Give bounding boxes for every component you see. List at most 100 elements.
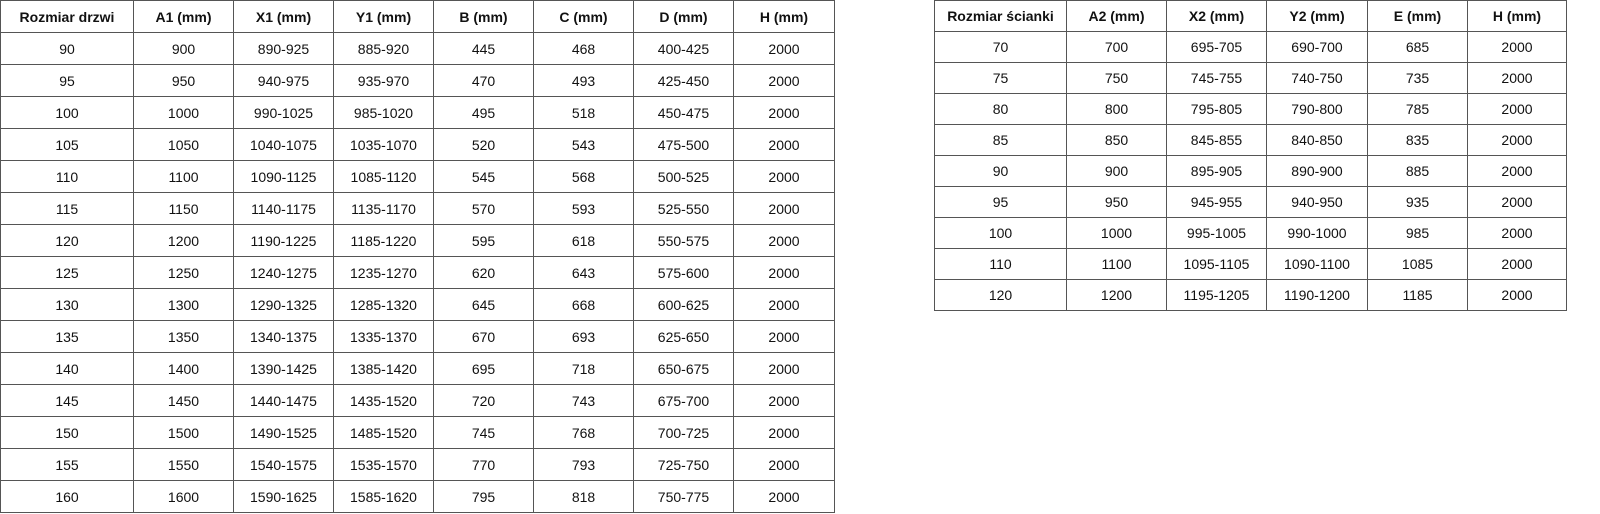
table-row: 95 950 945-955 940-950 935 2000 [934,186,1567,218]
table-cell: 2000 [1467,217,1567,249]
table-cell: 520 [433,128,534,161]
table-cell: 150 [0,416,134,449]
table-cell: 2000 [733,480,835,513]
table-cell: 1050 [133,128,234,161]
table-cell: 890-925 [233,32,334,65]
table-cell: 695 [433,352,534,385]
table-row: 70 700 695-705 690-700 685 2000 [934,31,1567,63]
door-size-table: Rozmiar drzwi A1 (mm) X1 (mm) Y1 (mm) B (mm)… [0,0,835,513]
table-row: 90 900 895-905 890-900 885 2000 [934,155,1567,187]
table-cell: 618 [533,224,634,257]
table-cell: 685 [1367,31,1468,63]
table-cell: 650-675 [633,352,734,385]
table-cell: 525-550 [633,192,734,225]
table-cell: 1485-1520 [333,416,434,449]
table-cell: 95 [0,64,134,97]
table-cell: 1195-1205 [1166,279,1267,311]
table-row: 120 1200 1190-1225 1185-1220 595 618 550-575 20… [0,224,835,257]
table-cell: 120 [0,224,134,257]
table-cell: 400-425 [633,32,734,65]
table-cell: 100 [934,217,1067,249]
table-cell: 1350 [133,320,234,353]
table-cell: 2000 [733,352,835,385]
table-row: 90 900 890-925 885-920 445 468 400-425 2000 [0,32,835,65]
table-cell: 940-975 [233,64,334,97]
table-cell: 1000 [133,96,234,129]
table-cell: 2000 [733,96,835,129]
table-header-row: Rozmiar ścianki A2 (mm) X2 (mm) Y2 (mm) E (m… [934,0,1567,32]
table-row: 115 1150 1140-1175 1135-1170 570 593 525-550 20… [0,192,835,225]
table-cell: 625-650 [633,320,734,353]
column-header: A1 (mm) [133,0,234,33]
table-cell: 595 [433,224,534,257]
table-row: 130 1300 1290-1325 1285-1320 645 668 600-625 20… [0,288,835,321]
table-cell: 1450 [133,384,234,417]
table-row: 140 1400 1390-1425 1385-1420 695 718 650-675 20… [0,352,835,385]
table-cell: 1190-1200 [1266,279,1368,311]
table-cell: 835 [1367,124,1468,156]
table-cell: 845-855 [1166,124,1267,156]
table-cell: 935 [1367,186,1468,218]
table-cell: 2000 [1467,279,1567,311]
table-cell: 500-525 [633,160,734,193]
table-cell: 1385-1420 [333,352,434,385]
table-cell: 75 [934,62,1067,94]
table-cell: 1250 [133,256,234,289]
table-cell: 670 [433,320,534,353]
table-row: 95 950 940-975 935-970 470 493 425-450 2000 [0,64,835,97]
table-cell: 1400 [133,352,234,385]
table-cell: 1090-1125 [233,160,334,193]
table-row: 150 1500 1490-1525 1485-1520 745 768 700-725 20… [0,416,835,449]
table-cell: 2000 [733,288,835,321]
table-cell: 745 [433,416,534,449]
table-row: 100 1000 990-1025 985-1020 495 518 450-475 2000 [0,96,835,129]
table-cell: 990-1025 [233,96,334,129]
table-cell: 940-950 [1266,186,1368,218]
table-cell: 1300 [133,288,234,321]
table-cell: 740-750 [1266,62,1368,94]
table-cell: 1085-1120 [333,160,434,193]
column-header: X1 (mm) [233,0,334,33]
table-cell: 1585-1620 [333,480,434,513]
table-cell: 575-600 [633,256,734,289]
table-cell: 840-850 [1266,124,1368,156]
table-cell: 425-450 [633,64,734,97]
table-cell: 2000 [1467,93,1567,125]
column-header: H (mm) [1467,0,1567,32]
table-cell: 725-750 [633,448,734,481]
table-cell: 985-1020 [333,96,434,129]
table-cell: 1040-1075 [233,128,334,161]
table-cell: 885-920 [333,32,434,65]
table-cell: 945-955 [1166,186,1267,218]
table-cell: 70 [934,31,1067,63]
table-cell: 95 [934,186,1067,218]
table-cell: 995-1005 [1166,217,1267,249]
table-cell: 718 [533,352,634,385]
table-header-row: Rozmiar drzwi A1 (mm) X1 (mm) Y1 (mm) B (mm)… [0,0,835,33]
table-row: 75 750 745-755 740-750 735 2000 [934,62,1567,94]
table-cell: 950 [133,64,234,97]
table-cell: 2000 [733,192,835,225]
table-cell: 85 [934,124,1067,156]
table-cell: 2000 [733,224,835,257]
column-header: B (mm) [433,0,534,33]
table-cell: 768 [533,416,634,449]
table-cell: 1200 [1066,279,1167,311]
table-cell: 1590-1625 [233,480,334,513]
table-cell: 950 [1066,186,1167,218]
table-cell: 2000 [1467,62,1567,94]
table-cell: 2000 [733,128,835,161]
table-cell: 800 [1066,93,1167,125]
table-cell: 2000 [733,320,835,353]
table-cell: 545 [433,160,534,193]
table-cell: 1285-1320 [333,288,434,321]
table-cell: 1335-1370 [333,320,434,353]
table-cell: 2000 [1467,248,1567,280]
table-cell: 470 [433,64,534,97]
column-header: D (mm) [633,0,734,33]
table-cell: 1240-1275 [233,256,334,289]
table-cell: 675-700 [633,384,734,417]
table-cell: 695-705 [1166,31,1267,63]
table-cell: 1535-1570 [333,448,434,481]
table-cell: 1500 [133,416,234,449]
